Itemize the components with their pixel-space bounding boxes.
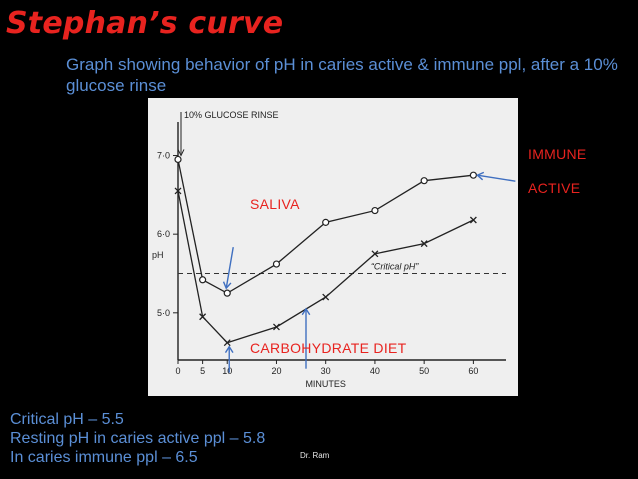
glucose-rinse-arrow-head [177,149,185,157]
immune-label: IMMUNE [528,146,587,162]
saliva-arrow-head [222,281,232,290]
carb-arrow-2-head [301,307,311,316]
slide-title: Stephan’s curve [6,6,284,41]
series-1-point [174,155,182,164]
series-2-line [177,190,474,344]
note-critical-ph: Critical pH – 5.5 [10,411,124,428]
immune-arrow-head [476,171,485,181]
critical-ph-label: “Critical pH” [371,261,420,271]
chart-axes: 7·0 6·0 5·0 0 5 10 20 30 40 50 60 [157,122,506,376]
series-2-point [273,323,280,331]
chart-labels: MINUTES pH 10% GLUCOSE RINSE [152,110,346,389]
series-1-point [469,171,477,179]
stephan-curve-chart: 7·0 6·0 5·0 0 5 10 20 30 40 50 60 “Critical pH” MI… [152,110,516,389]
series-2-point [199,313,207,321]
series-1-line [177,159,474,294]
annotation-arrows [222,171,516,373]
x-tick-label: 60 [468,366,478,376]
slide-subtitle: Graph showing behavior of pH in caries a… [66,55,618,95]
author-tag: Dr. Ram [300,451,330,460]
x-tick-label: 20 [271,366,281,376]
critical-ph-group: “Critical pH” [178,261,506,274]
series-2-point [469,216,477,224]
carbohydrate-diet-label: CARBOHYDRATE DIET [250,340,407,356]
note-resting-ph-active: Resting pH in caries active ppl – 5.8 [10,430,266,447]
immune-arrow-shaft [477,174,516,182]
notes-block: Critical pH – 5.5 Resting pH in caries a… [10,410,265,467]
series-markers [174,155,477,347]
y-axis-label: pH [152,250,164,260]
saliva-label: SALIVA [250,196,300,212]
series-1-point [371,206,379,215]
active-label: ACTIVE [528,180,581,196]
series-1-point [199,276,207,284]
saliva-arrow-shaft [225,247,234,289]
series-2-point [420,240,428,248]
x-tick-label: 5 [200,366,205,376]
y-tick-label: 7·0 [157,151,170,161]
series-2-point [371,250,379,258]
carb-arrow-1-head [224,345,234,353]
y-tick-label: 5·0 [157,308,170,318]
series-2-point [322,293,330,301]
series-2-point [174,187,182,195]
x-axis-label: MINUTES [305,379,346,389]
series-1-point [420,177,428,185]
series-1-point [322,218,330,226]
x-tick-label: 40 [370,366,380,376]
x-tick-label: 0 [175,366,180,376]
x-tick-label: 30 [321,366,331,376]
note-resting-ph-immune: In caries immune ppl – 6.5 [10,449,198,466]
series-lines [177,159,474,344]
glucose-rinse-label: 10% GLUCOSE RINSE [184,110,279,120]
x-tick-label: 50 [419,366,429,376]
stephan-curve-figure: 7·0 6·0 5·0 0 5 10 20 30 40 50 60 “Critical pH” MI… [148,98,518,396]
y-tick-label: 6·0 [157,229,170,239]
series-1-point [272,260,281,268]
series-2-point [223,339,231,347]
series-1-point [223,289,231,297]
x-tick-label: 10 [222,366,232,376]
